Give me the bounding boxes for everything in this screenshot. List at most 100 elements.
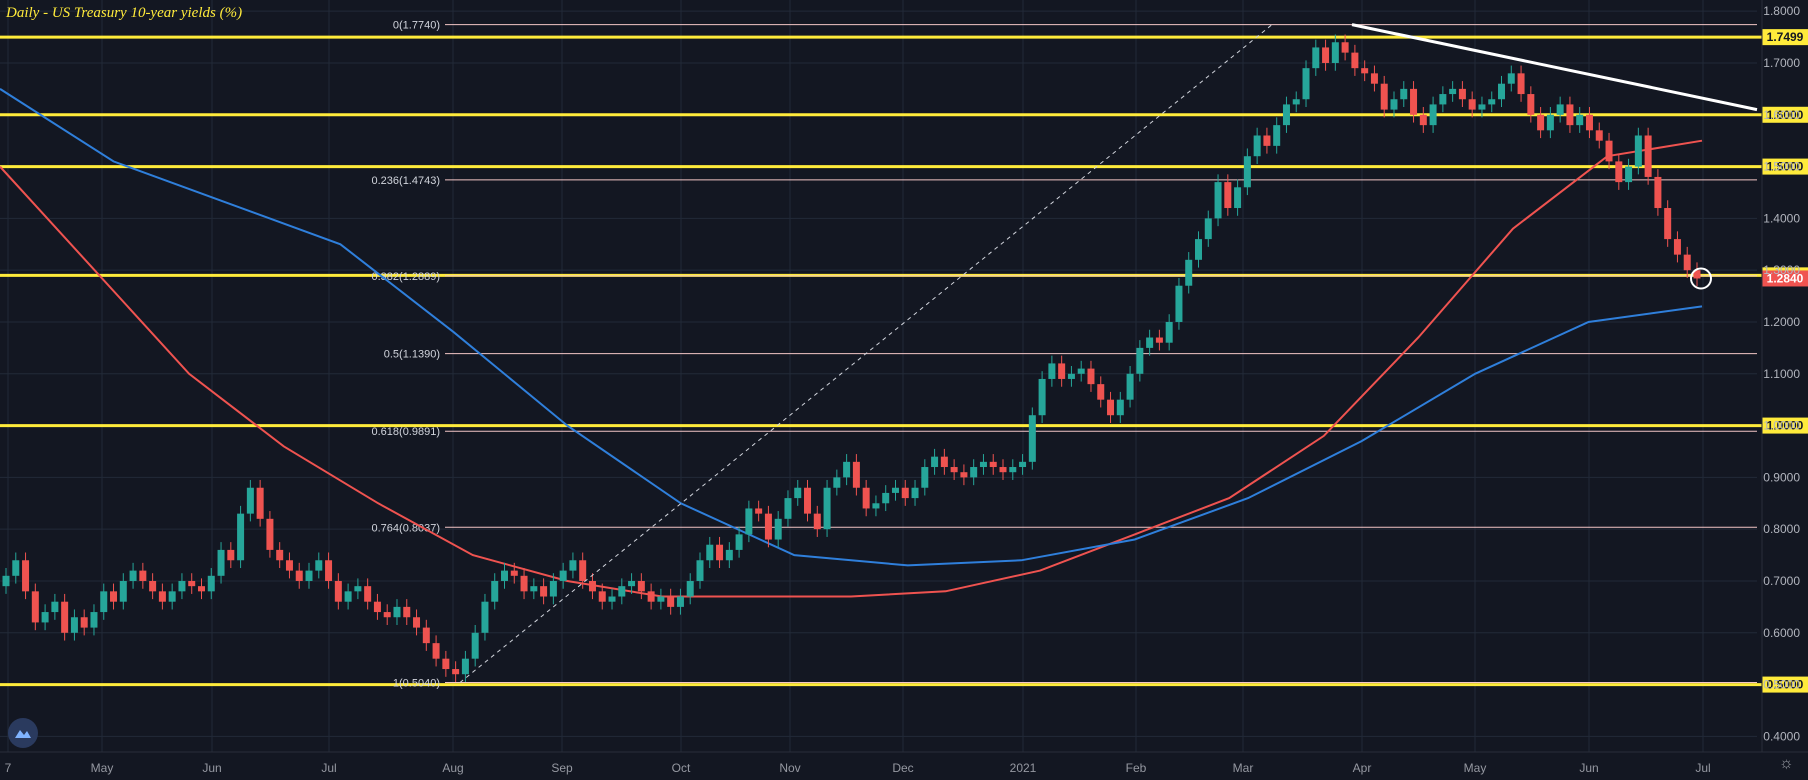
candle — [276, 549, 284, 561]
candle — [12, 560, 20, 576]
candle — [110, 591, 118, 602]
candle — [364, 586, 372, 602]
candle — [432, 643, 440, 659]
trend-drawings — [459, 23, 1758, 683]
x-tick-label: Aug — [442, 761, 463, 775]
candle — [725, 549, 733, 561]
candle — [999, 467, 1007, 473]
candle — [197, 586, 205, 592]
candle — [1361, 68, 1369, 74]
fib-level-label: 0.382(1.2889) — [372, 271, 441, 283]
chart-title: Daily - US Treasury 10-year yields (%) — [6, 5, 243, 21]
candle — [1028, 415, 1036, 462]
candle — [1302, 68, 1310, 100]
candle — [31, 591, 39, 623]
candle — [784, 498, 792, 519]
x-tick-label: Oct — [672, 761, 691, 775]
candle — [1341, 42, 1349, 53]
level-badge — [1762, 417, 1808, 434]
candle — [608, 596, 616, 602]
candle — [1185, 259, 1193, 286]
candle — [1693, 270, 1701, 279]
candle — [540, 586, 548, 597]
settings-gear-icon[interactable]: ☼ — [1779, 755, 1794, 772]
candle — [246, 487, 254, 514]
candle — [422, 627, 430, 644]
candle — [804, 487, 812, 514]
candle — [1527, 94, 1535, 115]
candle — [1625, 166, 1633, 183]
x-tick-label: Jun — [202, 761, 221, 775]
candle — [1058, 363, 1066, 379]
candle — [217, 549, 225, 576]
x-tick-label: 7 — [5, 761, 12, 775]
candle — [1234, 187, 1242, 209]
candle — [1390, 99, 1398, 110]
candle — [295, 570, 303, 581]
candle — [1253, 135, 1261, 157]
y-tick-label: 1.6000 — [1763, 108, 1800, 122]
candle — [530, 586, 538, 592]
candle — [1654, 176, 1662, 209]
candle — [676, 596, 684, 607]
candle — [1263, 135, 1271, 146]
y-tick-label: 0.7000 — [1763, 574, 1800, 588]
candle — [1107, 399, 1115, 416]
candle — [657, 596, 665, 602]
candle — [1351, 52, 1359, 69]
ma-blue-line — [0, 88, 1703, 567]
y-tick-label: 1.5000 — [1763, 160, 1800, 174]
y-tick-label: 0.6000 — [1763, 626, 1800, 640]
candle — [1585, 114, 1593, 131]
ma-red-line — [0, 139, 1703, 598]
candle — [1595, 130, 1603, 141]
candle — [2, 575, 10, 587]
y-tick-label: 0.5000 — [1763, 678, 1800, 692]
candle — [413, 617, 421, 628]
candle — [452, 669, 460, 675]
candle — [119, 580, 127, 602]
candle — [1087, 368, 1095, 385]
x-tick-label: Feb — [1126, 761, 1147, 775]
candle — [1556, 104, 1564, 115]
y-tick-label: 0.9000 — [1763, 470, 1800, 484]
candle — [1468, 99, 1476, 110]
candle — [1537, 114, 1545, 131]
candle — [403, 606, 411, 618]
price-marker-circle — [1690, 267, 1712, 290]
candle — [755, 508, 763, 514]
candle — [158, 591, 166, 602]
candle — [970, 467, 978, 478]
fib-level-label: 0(1.7740) — [393, 20, 440, 32]
tradingview-logo-icon[interactable] — [8, 718, 38, 748]
candle — [1498, 83, 1506, 100]
candle — [1038, 378, 1046, 416]
candle — [481, 601, 489, 633]
candle — [227, 549, 235, 561]
x-tick-label: Mar — [1233, 761, 1254, 775]
candle — [266, 518, 274, 550]
candle — [823, 487, 831, 530]
candle — [686, 580, 694, 597]
candle — [90, 612, 98, 628]
candle — [471, 632, 479, 659]
candle — [520, 575, 528, 592]
candle — [579, 560, 587, 581]
candle — [1067, 373, 1075, 379]
candle — [354, 586, 362, 592]
candle — [1615, 161, 1623, 183]
candle — [1097, 384, 1105, 400]
candle — [588, 580, 596, 592]
x-tick-label: Dec — [892, 761, 913, 775]
candle — [1576, 114, 1584, 126]
candle — [315, 560, 323, 571]
level-badge-label: 1.0000 — [1767, 419, 1804, 433]
candle — [41, 612, 49, 623]
level-badge — [1762, 676, 1808, 693]
candle — [1175, 285, 1183, 322]
candle — [559, 570, 567, 581]
candle — [1429, 104, 1437, 126]
candle — [1566, 104, 1574, 126]
candle — [1664, 208, 1672, 240]
